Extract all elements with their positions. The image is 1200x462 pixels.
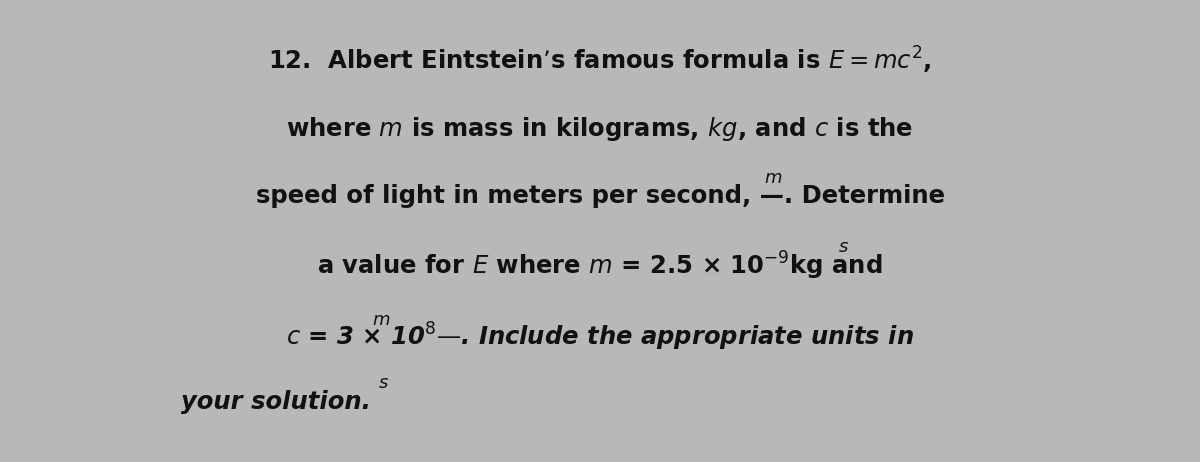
Text: $c$ = 3 × 10$^8$—. Include the appropriate units in: $c$ = 3 × 10$^8$—. Include the appropria… [286, 321, 914, 353]
Text: $m$: $m$ [372, 311, 391, 328]
Text: where $m$ is mass in kilograms, $kg$, and $c$ is the: where $m$ is mass in kilograms, $kg$, an… [287, 116, 913, 143]
Text: $s$: $s$ [378, 375, 390, 392]
Text: your solution.: your solution. [181, 390, 371, 414]
Text: 12.  Albert Eintstein’s famous formula is $E = mc^2$,: 12. Albert Eintstein’s famous formula is… [269, 44, 931, 76]
Text: speed of light in meters per second, —. Determine: speed of light in meters per second, —. … [256, 184, 944, 208]
Text: $s$: $s$ [838, 238, 850, 256]
Text: a value for $E$ where $m$ = 2.5 × 10$^{-9}$kg and: a value for $E$ where $m$ = 2.5 × 10$^{-… [317, 249, 883, 282]
Text: $m$: $m$ [763, 169, 782, 187]
